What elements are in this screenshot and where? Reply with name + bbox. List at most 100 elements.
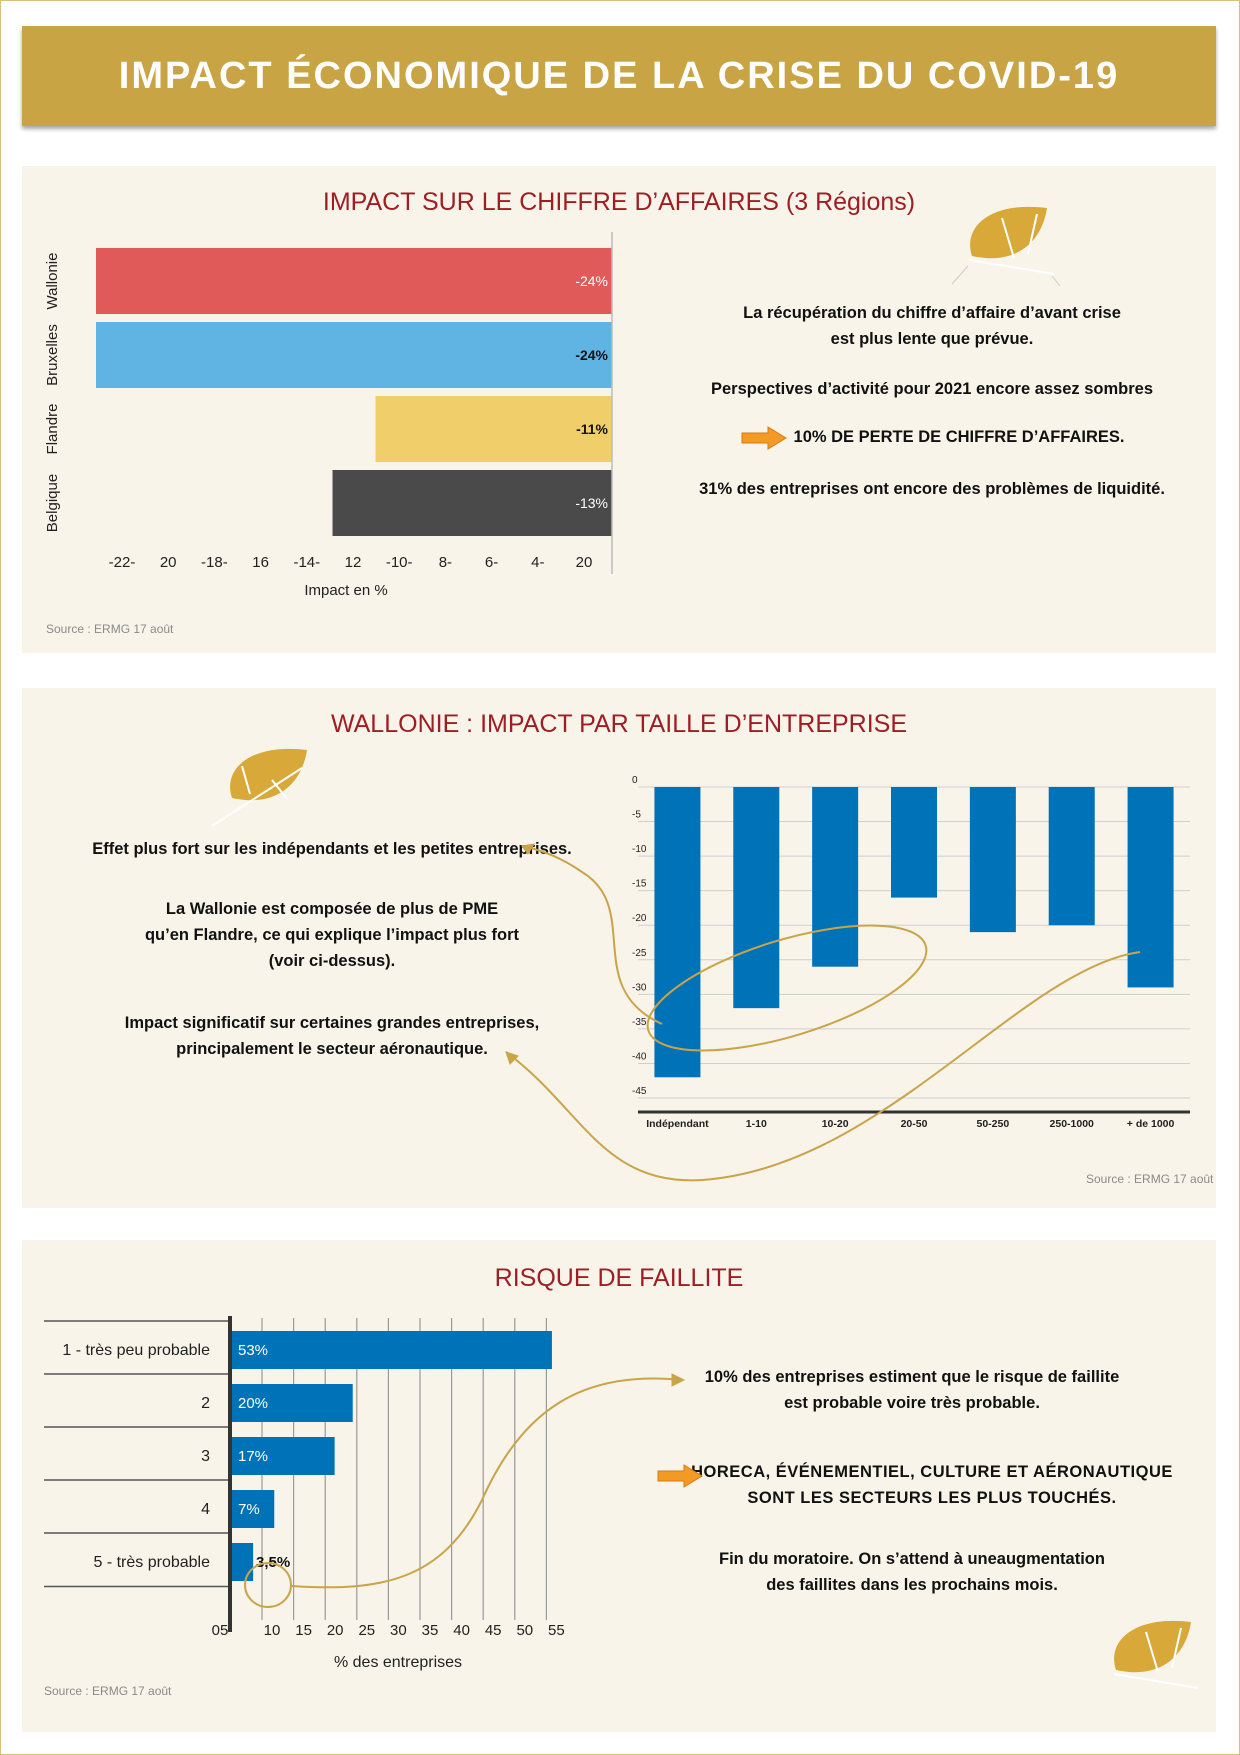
arrowhead-icon bbox=[505, 1051, 519, 1065]
bankruptcy-text-2: HORECA, ÉVÉNEMENTIEL, CULTURE ET AÉRONAU… bbox=[657, 1459, 1202, 1511]
x-tick-label: -10- bbox=[386, 554, 413, 571]
leaf-icon bbox=[1113, 1620, 1199, 1689]
x-category-label: 20-50 bbox=[901, 1118, 928, 1130]
x-tick-label: 05 bbox=[212, 1622, 229, 1639]
y-tick-label: -40 bbox=[632, 1051, 647, 1062]
bar-flandre bbox=[375, 396, 612, 462]
turnover-title: IMPACT SUR LE CHIFFRE D’AFFAIRES (3 Régi… bbox=[322, 188, 916, 216]
bar-value-label: -24% bbox=[575, 273, 608, 289]
y-tick-label: -10 bbox=[632, 844, 647, 855]
category-label: 4 bbox=[201, 1501, 210, 1518]
bar-value-label: -24% bbox=[575, 347, 608, 363]
bar-1-10 bbox=[733, 787, 780, 1009]
annotation-arrow bbox=[291, 1377, 683, 1589]
x-tick-label: 4- bbox=[531, 554, 544, 571]
turnover-chart: -24% Wallonie -24% Bruxelles -11% Flandre -13%… bbox=[44, 232, 613, 599]
bankruptcy-text-3-line1: Fin du moratoire. On s’attend à uneaugme… bbox=[719, 1550, 1105, 1568]
turnover-text-3: 10% DE PERTE DE CHIFFRE D’AFFAIRES. bbox=[662, 424, 1202, 451]
turnover-source: Source : ERMG 17 août bbox=[46, 622, 174, 636]
category-label: Belgique bbox=[44, 474, 61, 532]
bar-20-50 bbox=[891, 787, 937, 898]
turnover-text-4: 31% des entreprises ont encore des probl… bbox=[699, 480, 1165, 498]
bar-value-label: -11% bbox=[576, 421, 608, 437]
leaf-icon bbox=[211, 748, 307, 827]
x-tick-label: 45 bbox=[485, 1622, 502, 1639]
x-category-label: 250-1000 bbox=[1050, 1118, 1095, 1130]
x-tick-label: 55 bbox=[548, 1622, 565, 1639]
size-text-3-line1: Impact significatif sur certaines grande… bbox=[124, 1014, 540, 1032]
bankruptcy-text-1-line1: 10% des entreprises estiment que le risq… bbox=[704, 1368, 1120, 1386]
x-category-label: Indépendant bbox=[646, 1118, 709, 1130]
x-category-label: 1-10 bbox=[746, 1118, 767, 1130]
x-tick-label: 6- bbox=[485, 554, 498, 571]
x-tick-label: 50 bbox=[516, 1622, 533, 1639]
leaf-icon bbox=[951, 206, 1061, 286]
bar-risk-5 bbox=[232, 1543, 254, 1581]
bankruptcy-chart: 53%1 - très peu probable20%217%37%43,5%5… bbox=[44, 1316, 686, 1671]
turnover-text-3-label: 10% DE PERTE DE CHIFFRE D’AFFAIRES. bbox=[793, 428, 1125, 446]
size-chart: 0 -5 -10 -15 -20 -25 -30 -35 -40 -45 Indépendant 1-… bbox=[505, 775, 1190, 1182]
bar-bruxelles bbox=[96, 322, 612, 388]
x-tick-label: -14- bbox=[293, 554, 320, 571]
x-tick-label: 20 bbox=[160, 554, 177, 571]
x-tick-label: 8- bbox=[439, 554, 452, 571]
x-tick-label: 15 bbox=[295, 1622, 312, 1639]
bar-risk-2 bbox=[232, 1384, 353, 1422]
x-axis-label: Impact en % bbox=[304, 582, 387, 599]
x-axis-label: % des entreprises bbox=[334, 1654, 462, 1671]
x-tick-label: 20 bbox=[576, 554, 593, 571]
size-source: Source : ERMG 17 août bbox=[1086, 1172, 1214, 1186]
bar-value-label: -13% bbox=[575, 495, 608, 511]
category-label: 5 - très probable bbox=[93, 1554, 210, 1571]
bankruptcy-text-1: 10% des entreprises estiment que le risq… bbox=[642, 1364, 1182, 1416]
highlight-ellipse bbox=[244, 1562, 292, 1608]
category-label: 2 bbox=[201, 1395, 210, 1412]
bar-wallonie bbox=[96, 248, 612, 314]
bankruptcy-text-2-line2: SONT LES SECTEURS LES PLUS TOUCHÉS. bbox=[747, 1489, 1117, 1507]
category-label: Bruxelles bbox=[44, 324, 61, 386]
category-label: Wallonie bbox=[44, 253, 61, 310]
x-category-label: 10-20 bbox=[822, 1118, 849, 1130]
y-tick-label: -30 bbox=[632, 982, 647, 993]
x-tick-label: 16 bbox=[252, 554, 269, 571]
bar-value-label: 53% bbox=[238, 1342, 268, 1359]
category-label: 1 - très peu probable bbox=[62, 1342, 210, 1359]
annotation-arrow bbox=[505, 951, 1141, 1182]
x-tick-label: 12 bbox=[345, 554, 362, 571]
x-tick-label: 20 bbox=[327, 1622, 344, 1639]
x-category-label: + de 1000 bbox=[1127, 1118, 1175, 1130]
size-text-3-line2: principalement le secteur aéronautique. bbox=[176, 1040, 488, 1058]
x-tick-label: -18- bbox=[201, 554, 228, 571]
turnover-text-2: Perspectives d’activité pour 2021 encore… bbox=[710, 380, 1154, 398]
title-banner: IMPACT ÉCONOMIQUE DE LA CRISE DU COVID-1… bbox=[22, 26, 1216, 126]
y-tick-label: -25 bbox=[632, 948, 647, 959]
highlight-ellipse bbox=[646, 924, 928, 1052]
y-tick-label: -35 bbox=[632, 1017, 647, 1028]
size-text-2: La Wallonie est composée de plus de PME … bbox=[62, 896, 602, 974]
size-text-2-line3: (voir ci-dessus). bbox=[268, 952, 396, 970]
x-tick-label: 30 bbox=[390, 1622, 407, 1639]
turnover-text-1-line1: La récupération du chiffre d’affaire d’a… bbox=[743, 304, 1121, 322]
size-panel: WALLONIE : IMPACT PAR TAILLE D’ENTREPRIS… bbox=[22, 688, 1216, 1208]
bankruptcy-text-3: Fin du moratoire. On s’attend à uneaugme… bbox=[642, 1546, 1182, 1598]
arrowhead-icon bbox=[521, 843, 535, 855]
x-tick-label: 25 bbox=[358, 1622, 375, 1639]
size-text-2-line2: qu’en Flandre, ce qui explique l’impact … bbox=[144, 926, 520, 944]
arrowhead-icon bbox=[671, 1373, 686, 1387]
arrow-icon bbox=[741, 425, 787, 450]
size-text-1: Effet plus fort sur les indépendants et … bbox=[92, 840, 572, 858]
bar-value-label: 20% bbox=[238, 1395, 268, 1412]
bar-risk-1 bbox=[232, 1331, 552, 1369]
x-tick-label: 40 bbox=[453, 1622, 470, 1639]
bankruptcy-text-3-line2: des faillites dans les prochains mois. bbox=[766, 1576, 1058, 1594]
bankruptcy-text-2-line1: HORECA, ÉVÉNEMENTIEL, CULTURE ET AÉRONAU… bbox=[691, 1463, 1173, 1481]
y-tick-label: 0 bbox=[632, 775, 638, 786]
bar-value-label: 17% bbox=[238, 1448, 268, 1465]
y-tick-label: -15 bbox=[632, 879, 647, 890]
bar-Indépendant bbox=[654, 787, 701, 1078]
bar-250-1000 bbox=[1048, 787, 1095, 926]
x-tick-label: -22- bbox=[109, 554, 136, 571]
x-category-label: 50-250 bbox=[977, 1118, 1010, 1130]
category-label: Flandre bbox=[44, 404, 61, 455]
bankruptcy-title: RISQUE DE FAILLITE bbox=[494, 1264, 744, 1292]
